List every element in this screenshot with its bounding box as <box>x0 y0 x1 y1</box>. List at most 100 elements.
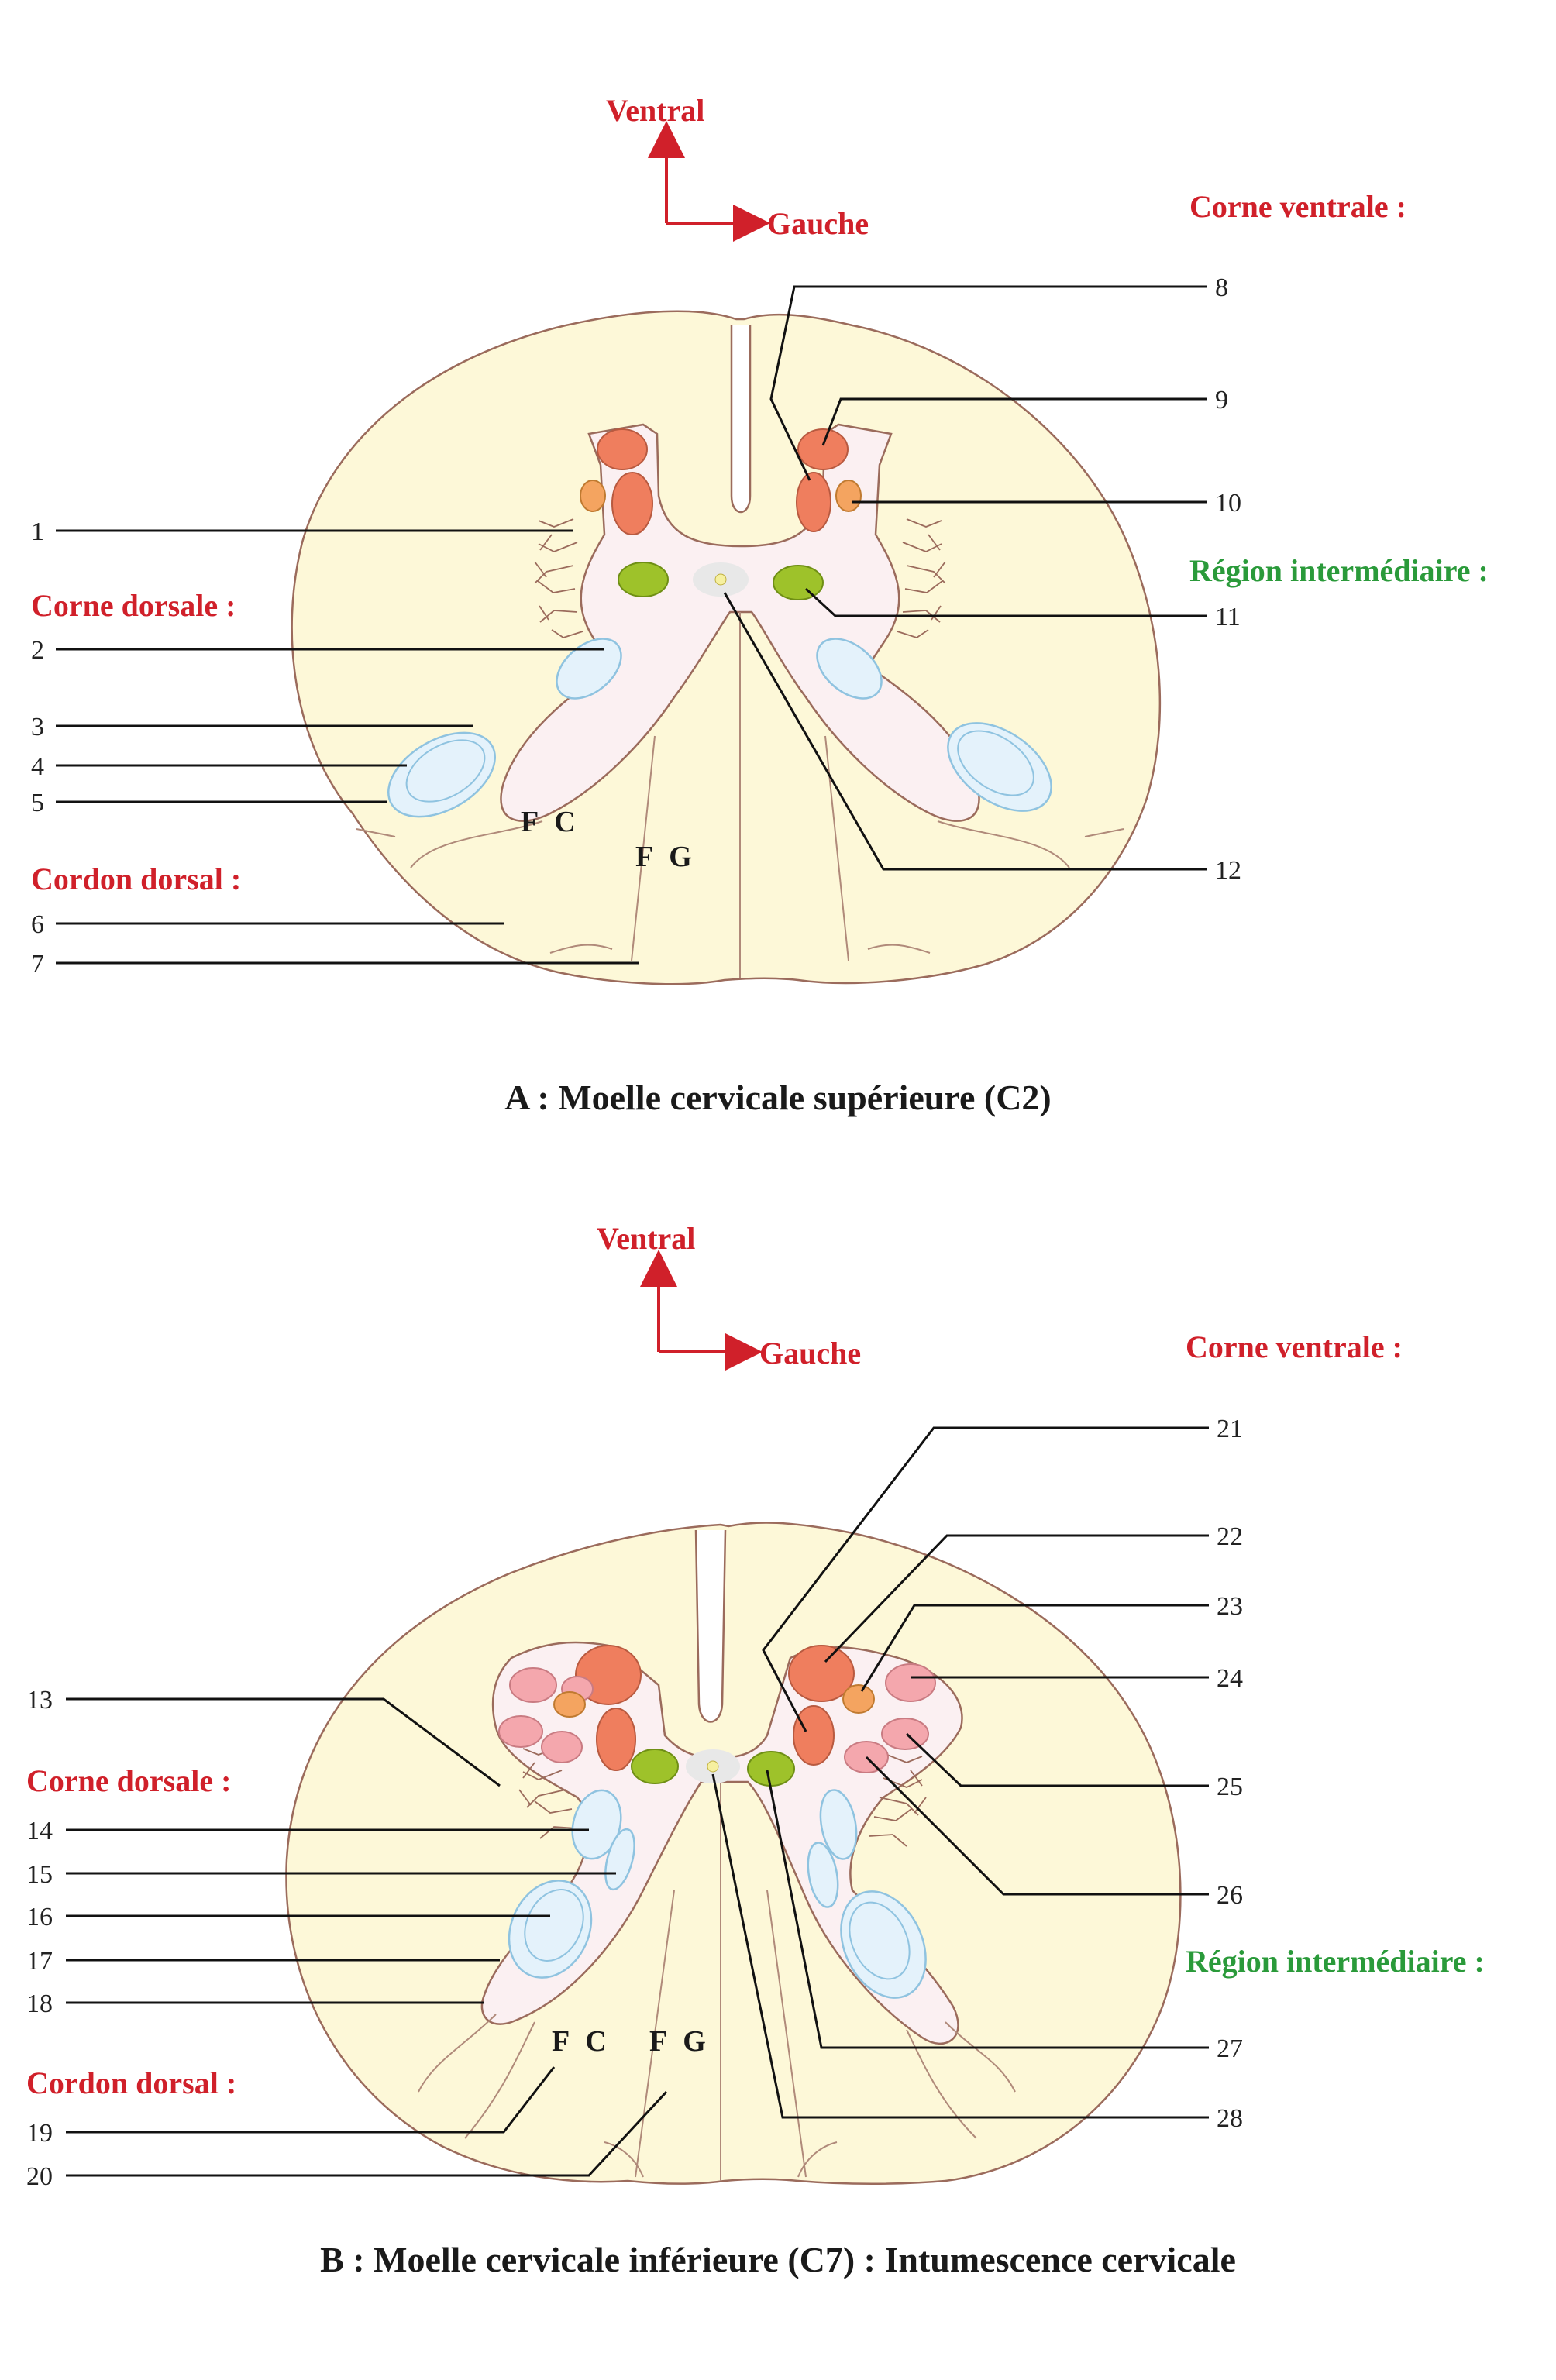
label-5: 5 <box>31 789 44 817</box>
orientation-arrows-a: Ventral Gauche <box>606 93 869 242</box>
label-12: 12 <box>1215 856 1241 885</box>
lateral-notch-right-a <box>1084 828 1124 837</box>
cuneatus-lateral-boundary-right-b <box>906 2029 977 2139</box>
dorsal-nucleus-right-b <box>747 1751 795 1787</box>
leader-lines-b <box>66 1426 1209 2177</box>
cord-lobe-left-a <box>549 944 613 954</box>
dorsal-horn-inner-left-a <box>405 739 486 803</box>
central-canal-b <box>707 1760 719 1773</box>
motor-nucleus-medial-left-a <box>597 428 648 470</box>
label-24: 24 <box>1217 1664 1243 1693</box>
motor-nucleus-medial-right-a <box>797 428 849 470</box>
diagram-a: Ventral Gauche <box>31 93 1489 1117</box>
label-25: 25 <box>1217 1773 1243 1801</box>
label-ventral: Ventral <box>597 1221 695 1256</box>
label-1: 1 <box>31 518 44 546</box>
dorsal-nucleus-right-a <box>773 565 824 600</box>
dorsal-nucleus-left-a <box>618 562 669 597</box>
label-fasciculus-gracilis-b: F G <box>649 2025 711 2058</box>
cuneatus-gracilis-boundary-right-b <box>766 1890 807 2178</box>
label-26: 26 <box>1217 1881 1243 1910</box>
label-13: 13 <box>26 1686 53 1714</box>
heading-intermediate-a: Région intermédiaire : <box>1189 553 1489 588</box>
dorsal-horn-inner-left-b <box>524 1889 584 1962</box>
label-10: 10 <box>1215 489 1241 518</box>
pink-nucleus-dorsolateral-left-b <box>509 1667 557 1703</box>
ventral-fissure-a <box>730 325 752 513</box>
motor-nucleus-lateral-left-a <box>611 472 653 535</box>
heading-dorsal-horn-a: Corne dorsale : <box>31 588 236 623</box>
diagram-b: Ventral Gauche <box>26 1221 1485 2279</box>
cord-lobe-left-b <box>604 2141 644 2178</box>
label-fasciculus-gracilis-a: F G <box>635 841 697 873</box>
label-7: 7 <box>31 950 44 978</box>
dorsal-horn-inner-right-a <box>957 730 1034 796</box>
caption-b: B : Moelle cervicale inférieure (C7) : I… <box>320 2240 1236 2279</box>
leader-lines-a <box>56 285 1207 965</box>
white-matter-a <box>291 310 1162 985</box>
dorsal-root-zone-left-a <box>410 820 543 868</box>
dorsal-horn-apex-left-a <box>387 731 496 818</box>
motor-nucleus-large-right-b <box>788 1645 855 1702</box>
caption-a: A : Moelle cervicale supérieure (C2) <box>504 1078 1052 1117</box>
label-20: 20 <box>26 2162 53 2191</box>
reticular-fibres-b <box>518 1746 927 1847</box>
motor-nucleus-medial-left-b <box>596 1708 636 1771</box>
lateral-notch-left-a <box>356 828 396 837</box>
heading-dorsal-cord-a: Cordon dorsal : <box>31 862 241 896</box>
label-gauche: Gauche <box>759 1336 861 1371</box>
heading-ventral-horn-b: Corne ventrale : <box>1186 1329 1403 1364</box>
dorsal-root-zone-right-a <box>937 820 1070 868</box>
reticular-fibres-a <box>534 518 946 638</box>
heading-dorsal-horn-b: Corne dorsale : <box>26 1763 231 1798</box>
ventral-fissure-b <box>694 1529 727 1723</box>
label-27: 27 <box>1217 2034 1243 2063</box>
label-fasciculus-cuneatus-a: F C <box>521 806 580 838</box>
label-28: 28 <box>1217 2104 1243 2133</box>
dorsal-horn-layer-upper-right-b <box>819 1789 858 1860</box>
cord-lobe-right-b <box>797 2141 838 2178</box>
heading-ventral-horn-a: Corne ventrale : <box>1189 189 1406 224</box>
label-4: 4 <box>31 752 44 781</box>
dorsal-root-zone-left-b <box>418 2014 497 2093</box>
substantia-gelatinosa-right-a <box>816 638 883 700</box>
label-17: 17 <box>26 1947 53 1976</box>
label-fasciculus-cuneatus-b: F C <box>552 2025 611 2058</box>
dorsal-horn-layer-upper-left-b <box>571 1789 622 1860</box>
dorsal-horn-apex-right-a <box>947 722 1052 812</box>
label-18: 18 <box>26 1990 53 2018</box>
accessory-nucleus-left-b <box>553 1691 586 1718</box>
dorsal-horn-inner-right-b <box>849 1901 911 1980</box>
label-14: 14 <box>26 1817 53 1845</box>
accessory-nucleus-right-b <box>842 1684 875 1714</box>
dorsal-root-zone-right-b <box>945 2021 1016 2093</box>
label-21: 21 <box>1217 1415 1243 1443</box>
label-22: 22 <box>1217 1522 1243 1551</box>
pink-nucleus-lateral-right-b <box>881 1718 929 1750</box>
heading-dorsal-cord-b: Cordon dorsal : <box>26 2065 236 2100</box>
motor-nucleus-medial-right-b <box>793 1705 835 1766</box>
label-15: 15 <box>26 1860 53 1889</box>
accessory-nucleus-right-a <box>835 480 862 512</box>
pink-nucleus-central-left-b <box>541 1731 583 1763</box>
dorsal-horn-layer-thin-right-b <box>807 1842 839 1908</box>
label-23: 23 <box>1217 1592 1243 1621</box>
cuneatus-lateral-boundary-left-b <box>464 2021 535 2139</box>
heading-intermediate-b: Région intermédiaire : <box>1186 1944 1485 1979</box>
cuneatus-gracilis-boundary-left-b <box>635 1890 675 2178</box>
pink-nucleus-dorsolateral-right-b <box>885 1663 936 1702</box>
cord-lobe-right-a <box>867 944 931 954</box>
substantia-gelatinosa-left-a <box>556 638 622 700</box>
label-16: 16 <box>26 1903 53 1931</box>
label-2: 2 <box>31 636 44 665</box>
label-11: 11 <box>1215 603 1241 631</box>
label-8: 8 <box>1215 273 1228 302</box>
motor-nucleus-lateral-right-a <box>796 472 831 532</box>
dorsal-nucleus-left-b <box>631 1749 679 1784</box>
label-3: 3 <box>31 713 44 741</box>
label-19: 19 <box>26 2119 53 2148</box>
orientation-arrows-b: Ventral Gauche <box>597 1221 861 1371</box>
label-6: 6 <box>31 910 44 939</box>
label-ventral: Ventral <box>606 93 704 128</box>
